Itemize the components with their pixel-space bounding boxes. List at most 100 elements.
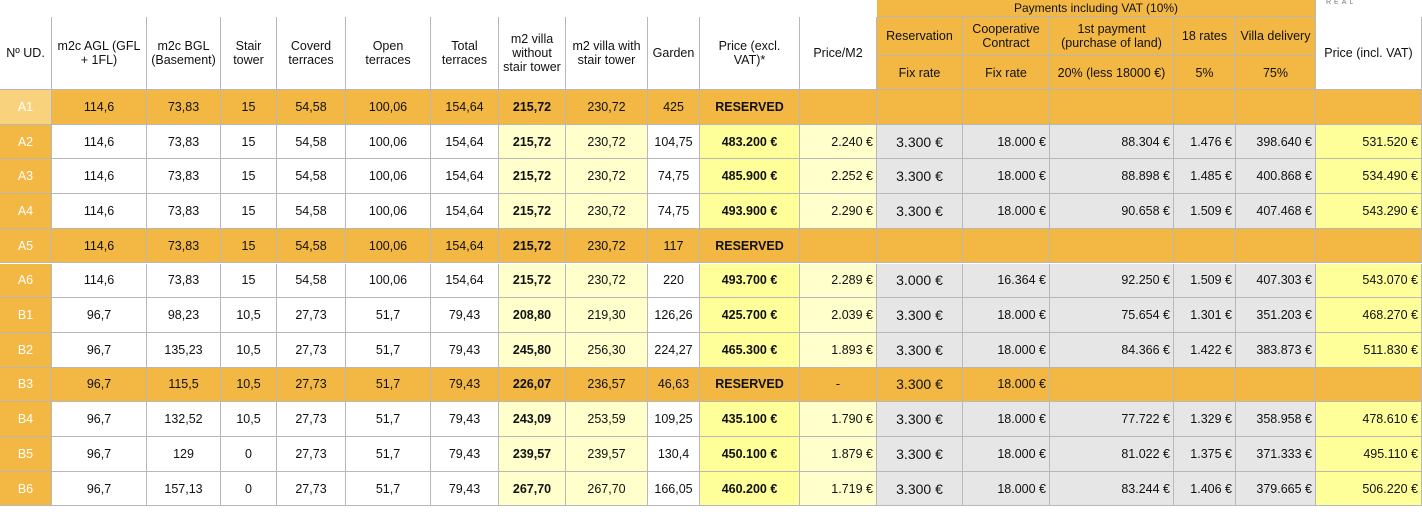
cell: 15: [221, 90, 277, 125]
column-header: Reservation: [877, 17, 963, 56]
cell: RESERVED: [700, 90, 800, 125]
cell: 18.000 €: [963, 367, 1050, 403]
cell: [963, 90, 1050, 125]
cell: 208,80: [499, 298, 566, 333]
unit-id: B2: [0, 332, 52, 368]
column-subheader: Fix rate: [877, 56, 963, 90]
cell: 398.640 €: [1236, 124, 1316, 160]
cell: [1236, 90, 1316, 125]
cell: 485.900 €: [700, 159, 800, 195]
cell: 1.406 €: [1174, 471, 1236, 507]
cell: 245,80: [499, 332, 566, 368]
cell: 126,26: [648, 298, 700, 333]
cell: 88.304 €: [1050, 124, 1174, 160]
column-header: Total terraces: [431, 17, 499, 90]
cell: 1.719 €: [800, 471, 877, 507]
cell: 495.110 €: [1316, 437, 1422, 472]
cell: 18.000 €: [963, 471, 1050, 507]
cell: 3.000 €: [877, 263, 963, 299]
cell: 407.303 €: [1236, 263, 1316, 299]
cell: 73,83: [147, 228, 221, 264]
cell: 10,5: [221, 298, 277, 333]
cell: 10,5: [221, 367, 277, 403]
cell: 478.610 €: [1316, 402, 1422, 437]
column-header: Open terraces: [346, 17, 431, 90]
cell: [963, 228, 1050, 264]
column-header: m2 villa with stair tower: [566, 17, 648, 90]
cell: 114,6: [52, 159, 147, 195]
cell: 3.300 €: [877, 194, 963, 229]
cell: 2.290 €: [800, 194, 877, 229]
cell: 54,58: [277, 90, 346, 125]
cell: 3.300 €: [877, 367, 963, 403]
cell: 534.490 €: [1316, 159, 1422, 195]
column-header: m2c AGL (GFL + 1FL): [52, 17, 147, 90]
column-header: Price (excl. VAT)*: [700, 17, 800, 90]
cell: [1050, 90, 1174, 125]
cell: 54,58: [277, 159, 346, 195]
cell: 73,83: [147, 124, 221, 160]
cell: 531.520 €: [1316, 124, 1422, 160]
cell: 215,72: [499, 194, 566, 229]
cell: 18.000 €: [963, 332, 1050, 368]
cell: 230,72: [566, 159, 648, 195]
cell: 239,57: [499, 437, 566, 472]
column-subheader: 5%: [1174, 56, 1236, 90]
cell: 2.240 €: [800, 124, 877, 160]
cell: 1.329 €: [1174, 402, 1236, 437]
unit-id: B4: [0, 402, 52, 437]
cell: 10,5: [221, 332, 277, 368]
cell: 79,43: [431, 332, 499, 368]
column-header: Villa delivery: [1236, 17, 1316, 56]
cell: [1174, 228, 1236, 264]
cell: 230,72: [566, 90, 648, 125]
cell: 96,7: [52, 332, 147, 368]
cell: 27,73: [277, 471, 346, 507]
column-header: Coverd terraces: [277, 17, 346, 90]
cell: 3.300 €: [877, 402, 963, 437]
unit-id: B3: [0, 367, 52, 403]
cell: 154,64: [431, 194, 499, 229]
cell: 215,72: [499, 263, 566, 299]
unit-id: A6: [0, 263, 52, 299]
cell: 51,7: [346, 471, 431, 507]
cell: 215,72: [499, 159, 566, 195]
cell: 83.244 €: [1050, 471, 1174, 507]
cell: 0: [221, 437, 277, 472]
cell: 74,75: [648, 159, 700, 195]
column-header: Price (incl. VAT): [1316, 17, 1422, 90]
cell: 114,6: [52, 194, 147, 229]
cell: 154,64: [431, 228, 499, 264]
cell: 129: [147, 437, 221, 472]
cell: 15: [221, 194, 277, 229]
cell: 132,52: [147, 402, 221, 437]
cell: 3.300 €: [877, 437, 963, 472]
cell: 1.790 €: [800, 402, 877, 437]
cell: 117: [648, 228, 700, 264]
cell: 230,72: [566, 263, 648, 299]
cell: 92.250 €: [1050, 263, 1174, 299]
cell: -: [800, 367, 877, 403]
column-subheader: 75%: [1236, 56, 1316, 90]
cell: 450.100 €: [700, 437, 800, 472]
unit-id: A5: [0, 228, 52, 264]
column-header: 1st payment (purchase of land): [1050, 17, 1174, 56]
cell: 15: [221, 124, 277, 160]
cell: 215,72: [499, 124, 566, 160]
cell: 351.203 €: [1236, 298, 1316, 333]
cell: 96,7: [52, 298, 147, 333]
cell: 460.200 €: [700, 471, 800, 507]
cell: 3.300 €: [877, 124, 963, 160]
cell: 79,43: [431, 402, 499, 437]
cell: 100,06: [346, 263, 431, 299]
cell: 96,7: [52, 437, 147, 472]
cell: 114,6: [52, 90, 147, 125]
cell: 0: [221, 471, 277, 507]
cell: [1316, 228, 1422, 264]
cell: [800, 228, 877, 264]
cell: 81.022 €: [1050, 437, 1174, 472]
cell: 75.654 €: [1050, 298, 1174, 333]
cell: 114,6: [52, 228, 147, 264]
cell: [1316, 90, 1422, 125]
